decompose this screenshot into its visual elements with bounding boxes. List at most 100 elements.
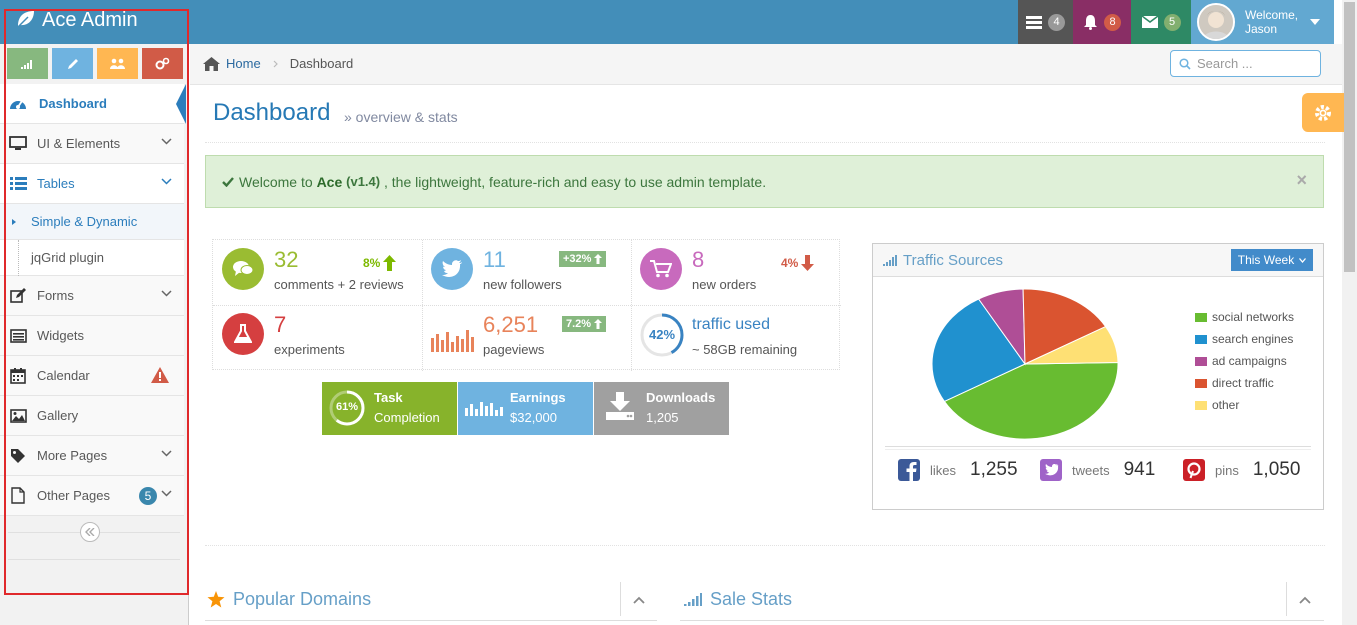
task-title: Task [374,390,403,405]
sale-stats-header: Sale Stats [684,589,792,610]
alert-brand: Ace [316,173,343,190]
sidebar-item-forms[interactable]: Forms [0,276,184,316]
sidebar-item-calendar[interactable]: Calendar [0,356,184,396]
breadcrumb-trail: Home Dashboard [203,56,353,71]
this-week-dropdown[interactable]: This Week [1231,249,1313,271]
close-icon[interactable]: × [1296,170,1307,190]
pageviews-label: pageviews [483,342,545,357]
collapse-divider [8,559,180,560]
pinterest-pins: pins 1,050 [1183,459,1300,481]
sidebar-item-label: More Pages [37,448,108,463]
alert-version: (v1.4) [346,174,381,189]
legend-label: search engines [1212,332,1294,346]
experiments-count: 7 [274,312,287,337]
pie-slice-direct-traffic [1022,288,1107,365]
sidebar-item-more-pages[interactable]: More Pages [0,436,184,476]
bell-icon [1084,15,1097,30]
notifications-badge: 8 [1104,13,1121,31]
pins-label: pins [1215,462,1239,478]
sidebar-subitem-jqgrid[interactable]: jqGrid plugin [0,240,184,276]
cogs-icon [155,57,170,70]
shortcut-pencil-button[interactable] [52,48,93,79]
user-menu[interactable]: Welcome, Jason [1191,0,1334,44]
task-sub: Completion [374,410,440,425]
infobox-orders: 8 new orders 4% [630,239,839,304]
traffic-progress-ring [640,313,684,357]
pencil-icon [67,58,78,69]
welcome-alert: Welcome to Ace (v1.4) , the lightweight,… [205,155,1324,208]
sidebar-item-other-pages[interactable]: Other Pages 5 [0,476,184,516]
followers-count: 11 [483,247,506,272]
legend-item: ad campaigns [1195,350,1294,372]
pencil-square-icon [8,288,28,303]
shortcut-cogs-button[interactable] [142,48,183,79]
sidebar-item-widgets[interactable]: Widgets [0,316,184,356]
caret-down-icon [1310,19,1321,25]
sale-stats-title: Sale Stats [710,589,793,609]
legend-item: other [1195,394,1294,416]
shortcut-users-button[interactable] [97,48,138,79]
this-week-label: This Week [1237,253,1295,267]
legend-swatch [1195,378,1207,388]
brand-logo[interactable]: Ace Admin [16,9,138,32]
infobox-container [212,239,841,371]
sidebar: Dashboard UI & Elements Tables Simple & … [0,44,189,625]
settings-toggle-button[interactable] [1302,93,1344,132]
tag-icon [8,448,28,464]
sidebar-item-label: Dashboard [39,96,107,111]
sidebar-item-dashboard[interactable]: Dashboard [0,84,186,124]
arrow-down-icon [801,255,815,271]
infobox-experiments: 7 experiments [212,304,421,369]
warning-icon [151,367,169,383]
page-scrollbar[interactable] [1342,0,1357,625]
sidebar-item-ui-elements[interactable]: UI & Elements [0,124,184,164]
search-box[interactable]: Search ... [1170,50,1321,77]
tasks-button[interactable]: 4 [1018,0,1073,44]
scrollbar-thumb[interactable] [1344,2,1355,272]
sidebar-subitem-simple-dynamic[interactable]: Simple & Dynamic [0,204,184,240]
double-angle-left-icon [85,528,95,536]
likes-label: likes [930,462,957,478]
twitter-icon [1040,459,1062,481]
messages-badge: 5 [1163,13,1181,31]
breadcrumb-home-link[interactable]: Home [226,56,261,71]
downloads-sub: 1,205 [646,410,679,425]
chevron-down-icon [1299,257,1307,263]
traffic-sources-title: Traffic Sources [903,251,1004,269]
sidebar-collapse-button[interactable] [80,522,100,542]
chevron-right-icon [273,60,278,67]
chevron-up-icon[interactable] [633,596,645,604]
arrow-up-icon [594,319,603,329]
messages-button[interactable]: 5 [1131,0,1191,44]
download-icon [606,392,634,420]
legend-swatch [1195,334,1207,344]
search-icon [1179,57,1191,70]
widget-toolbar-divider [1286,582,1287,616]
infobox-followers: 11 new followers +32% [421,239,630,304]
shopping-cart-icon [640,248,682,290]
legend-item: social networks [1195,306,1294,328]
search-input[interactable]: Search ... [1197,56,1253,71]
legend-label: ad campaigns [1212,354,1287,368]
comments-icon [222,248,264,290]
sidebar-item-gallery[interactable]: Gallery [0,396,184,436]
chevron-up-icon[interactable] [1299,596,1311,604]
legend-swatch [1195,356,1207,366]
widget-header-border [680,620,1324,621]
sidebar-item-tables[interactable]: Tables [0,164,184,204]
gear-icon [1315,104,1331,121]
shortcut-signal-button[interactable] [7,48,48,79]
legend-swatch [1195,400,1207,410]
signal-icon [684,593,702,606]
comments-stat-value: 8% [363,256,381,270]
pageviews-stat-value: 7.2% [566,318,592,330]
sidebar-item-label: Gallery [37,408,79,423]
chevron-down-icon [161,290,172,297]
flask-icon [222,313,264,355]
orders-count: 8 [692,247,705,272]
earnings-sparkline [465,402,503,416]
sidebar-item-label: Widgets [37,328,84,343]
followers-label: new followers [483,277,562,292]
alert-text: , the lightweight, feature-rich and easy… [384,173,767,190]
notifications-button[interactable]: 8 [1073,0,1131,44]
